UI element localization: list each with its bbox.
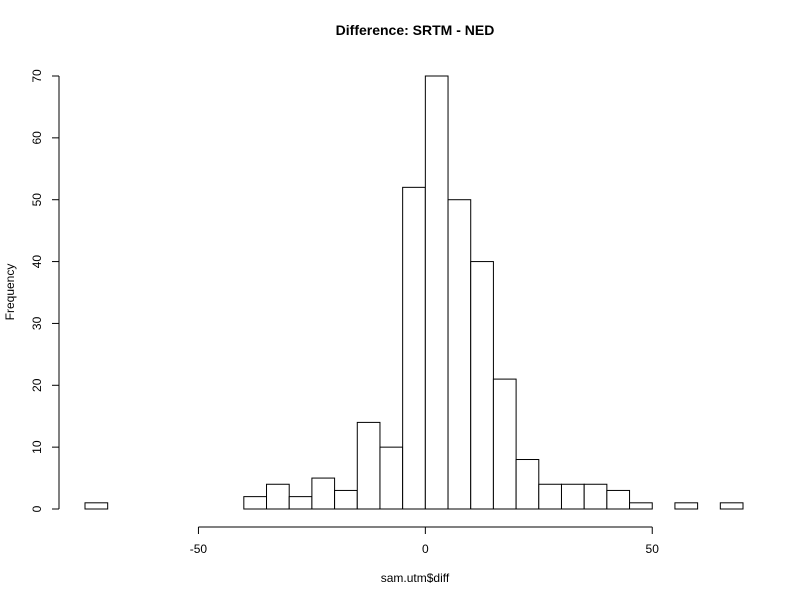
x-tick-label: -50 <box>190 542 208 556</box>
chart-title: Difference: SRTM - NED <box>336 22 495 38</box>
histogram-bar <box>334 489 358 510</box>
y-tick-label: 0 <box>30 505 44 512</box>
x-axis: -50 0 50 <box>190 526 660 556</box>
y-axis: 0 10 20 30 40 50 60 70 <box>30 69 60 512</box>
histogram-bar <box>719 502 744 510</box>
histogram-bar <box>243 496 268 510</box>
y-tick-label: 70 <box>30 69 44 83</box>
y-tick-label: 20 <box>30 378 44 392</box>
histogram-bar <box>629 502 653 510</box>
histogram-bar <box>402 186 426 510</box>
y-tick-label: 60 <box>30 131 44 145</box>
y-tick-label: 30 <box>30 316 44 330</box>
y-tick-label: 50 <box>30 193 44 207</box>
histogram-bar <box>379 446 404 510</box>
histogram-bar <box>560 483 585 510</box>
histogram-bar <box>356 421 381 510</box>
histogram-bar <box>515 459 540 510</box>
y-tick-label: 40 <box>30 255 44 269</box>
x-tick-label: 0 <box>422 542 429 556</box>
histogram-bar <box>84 502 109 510</box>
histogram-bar <box>447 199 472 510</box>
y-axis-label: Frequency <box>3 264 17 321</box>
histogram-bar <box>674 502 699 510</box>
histogram-bar <box>583 483 608 510</box>
histogram-bar <box>311 477 336 510</box>
histogram-bar <box>288 496 313 510</box>
histogram-bar <box>266 483 290 510</box>
x-tick-label: 50 <box>646 542 660 556</box>
histogram-bar <box>606 489 631 510</box>
y-tick-label: 10 <box>30 440 44 454</box>
x-axis-label: sam.utm$diff <box>381 571 450 585</box>
histogram-bar <box>492 378 517 510</box>
histogram-bar <box>538 483 562 510</box>
histogram-bar <box>424 75 449 510</box>
histogram-bar <box>470 261 494 510</box>
bars-group <box>84 75 744 510</box>
